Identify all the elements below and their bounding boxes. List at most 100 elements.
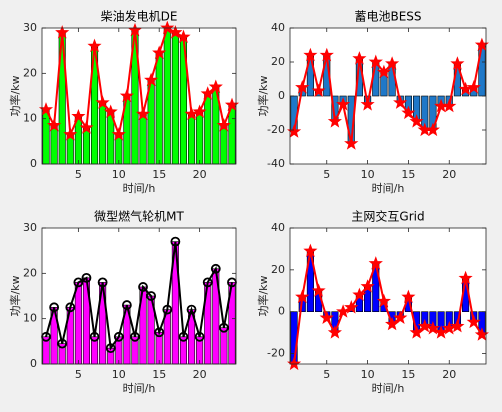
marker (376, 64, 391, 79)
marker (135, 106, 151, 121)
y-tick-label: 0 (30, 157, 37, 170)
marker (71, 108, 86, 123)
marker (303, 243, 318, 258)
x-tick-label: 15 (152, 168, 166, 181)
marker (425, 122, 440, 137)
marker (89, 331, 100, 342)
marker (368, 256, 383, 270)
x-tick-label: 10 (112, 368, 126, 381)
marker (146, 291, 157, 301)
marker (311, 283, 326, 297)
marker (442, 98, 457, 113)
panel: 0 10 20 30 5 10 15 20 柴油发电机DE 时间/h 功率/kw (8, 9, 240, 195)
marker (352, 287, 367, 301)
marker (450, 56, 465, 70)
y-axis-label: 功率/kw (8, 75, 22, 116)
marker (113, 331, 124, 342)
marker (218, 322, 229, 333)
bar (99, 102, 107, 165)
x-tick-label: 15 (401, 368, 415, 381)
y-tick-label: 20 (23, 266, 37, 279)
axes-box (41, 27, 237, 165)
marker (144, 72, 159, 87)
y-tick-label: 0 (278, 89, 285, 102)
bar (171, 32, 179, 165)
y-tick-label: 30 (23, 21, 37, 34)
marker (119, 88, 134, 103)
marker (192, 104, 207, 118)
panel: 0 10 20 30 5 10 15 20 微型燃气轮机MT 时间/h 功率/kw (8, 209, 237, 395)
bar (163, 27, 171, 165)
marker (105, 343, 116, 354)
marker (425, 320, 440, 335)
axes-box (41, 227, 237, 365)
marker (176, 29, 191, 44)
marker (417, 318, 432, 333)
marker (319, 47, 334, 62)
marker (79, 120, 94, 134)
bar (50, 125, 58, 165)
chart-title: 主网交互Grid (351, 209, 424, 224)
y-tick-label: 40 (271, 21, 285, 34)
marker (319, 310, 334, 324)
x-tick-label: 20 (193, 368, 207, 381)
chart-title: 柴油发电机DE (101, 9, 178, 24)
bar (228, 104, 236, 165)
y-tick-label: 20 (271, 263, 285, 276)
y-tick-label: 30 (23, 221, 37, 234)
marker (202, 277, 213, 288)
marker (344, 136, 359, 150)
marker (65, 302, 76, 313)
marker (393, 95, 408, 109)
marker (327, 114, 342, 128)
marker (186, 304, 197, 315)
bar (220, 125, 228, 165)
panel: -40 -20 0 20 40 5 10 15 20 蓄电池BESS 时间/h 功率/kw (256, 10, 489, 195)
marker (95, 95, 110, 109)
y-tick-label: 0 (30, 357, 37, 370)
y-tick-label: -20 (267, 347, 285, 360)
marker (450, 318, 465, 333)
marker (49, 302, 60, 313)
bar (196, 111, 204, 165)
marker (103, 104, 118, 118)
y-tick-label: 40 (271, 221, 285, 234)
marker (466, 80, 481, 94)
bar (42, 109, 50, 165)
x-tick-label: 10 (361, 168, 375, 181)
bar (155, 52, 163, 165)
marker (210, 263, 221, 274)
marker (295, 289, 310, 304)
x-axis-label: 时间/h (372, 382, 405, 395)
marker (184, 106, 199, 121)
marker (168, 25, 183, 39)
marker (360, 97, 375, 111)
marker (57, 338, 68, 349)
x-axis-label: 时间/h (123, 382, 156, 395)
marker (130, 331, 140, 342)
x-tick-label: 10 (112, 168, 126, 181)
marker (63, 127, 78, 141)
x-axis-label: 时间/h (123, 182, 156, 195)
bar (82, 127, 90, 165)
bar (220, 327, 228, 365)
panel: -20 0 20 40 5 10 15 20 主网交互Grid 时间/h 功率/kw (256, 209, 489, 395)
x-tick-label: 10 (361, 368, 375, 381)
marker (336, 304, 351, 318)
marker (295, 80, 310, 94)
x-tick-label: 20 (442, 368, 456, 381)
marker (327, 325, 342, 339)
x-tick-label: 15 (401, 168, 415, 181)
marker (162, 304, 173, 315)
marker (138, 282, 148, 292)
axes-box (289, 227, 487, 365)
marker (81, 272, 92, 283)
bar (188, 113, 196, 165)
marker (152, 45, 167, 59)
y-tick-label: -20 (267, 123, 285, 136)
bar (388, 63, 396, 97)
marker (401, 105, 416, 120)
marker (194, 331, 205, 342)
y-tick-label: -40 (267, 157, 285, 170)
